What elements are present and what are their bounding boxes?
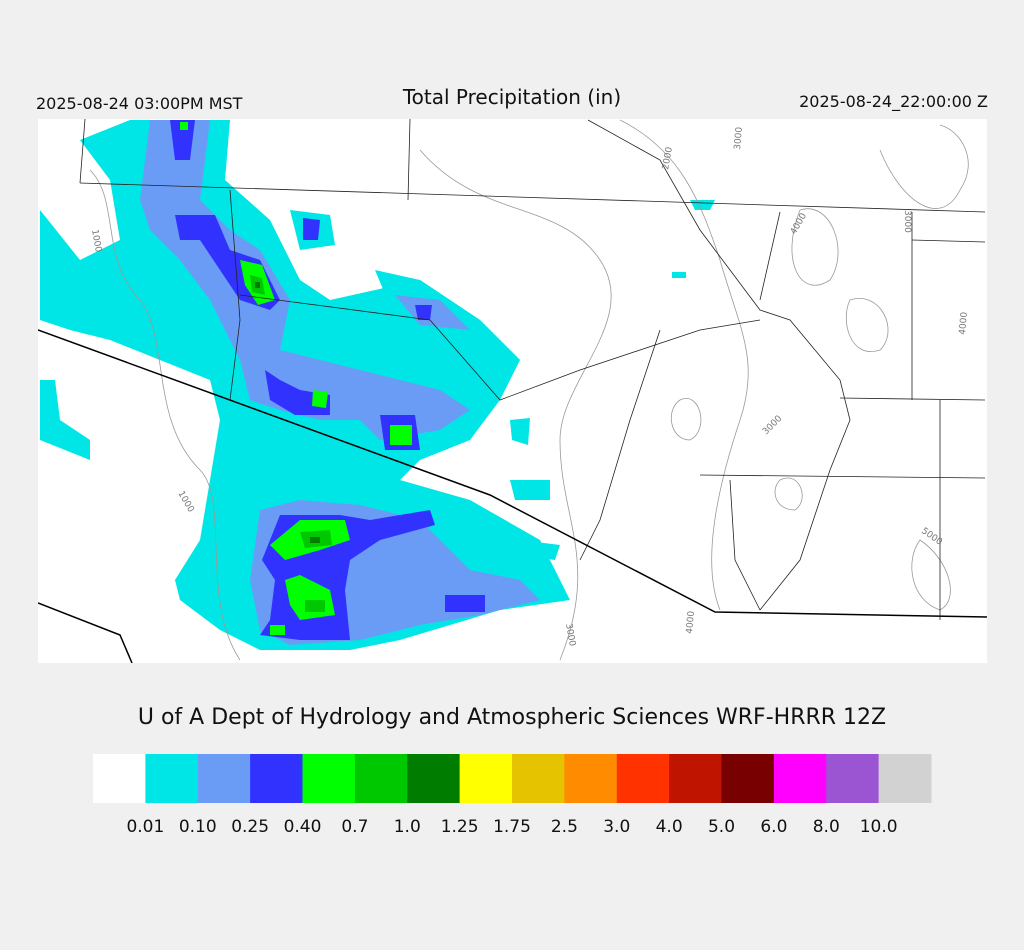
colorbar-label: 3.0 xyxy=(603,817,630,837)
colorbar-label: 1.25 xyxy=(441,817,479,837)
color-swatch xyxy=(354,754,408,803)
contour-label: 2000 xyxy=(661,146,675,171)
contour-label: 3000 xyxy=(733,126,745,150)
contour-label: 1000 xyxy=(89,229,103,254)
colorbar-label: 1.0 xyxy=(394,817,421,837)
colorbar-label: 0.40 xyxy=(284,817,322,837)
color-swatch xyxy=(669,754,722,803)
color-swatch xyxy=(616,754,670,803)
color-swatch xyxy=(826,754,880,803)
colorbar-label: 4.0 xyxy=(656,817,683,837)
valid-time-local: 2025-08-24 03:00PM MST xyxy=(36,94,243,113)
color-swatch xyxy=(93,754,146,803)
colorbar-label: 8.0 xyxy=(813,817,840,837)
contour-label: 3000 xyxy=(902,210,912,233)
colorbar-label: 0.01 xyxy=(126,817,164,837)
color-swatch xyxy=(564,754,618,803)
colorbar-label: 10.0 xyxy=(860,817,898,837)
contour-label: 4000 xyxy=(958,311,970,335)
color-swatch xyxy=(512,754,565,803)
contour-label: 4000 xyxy=(685,610,697,634)
map-title: Total Precipitation (in) xyxy=(402,85,621,109)
credit: U of A Dept of Hydrology and Atmospheric… xyxy=(138,705,886,730)
color-swatch xyxy=(197,754,251,803)
valid-time-utc: 2025-08-24_22:00:00 Z xyxy=(799,92,988,112)
colorbar-label: 1.75 xyxy=(493,817,531,837)
color-swatch xyxy=(721,754,775,803)
colorbar-label: 5.0 xyxy=(708,817,735,837)
color-swatch xyxy=(878,754,932,803)
colorbar-label: 0.7 xyxy=(341,817,368,837)
color-swatch xyxy=(145,754,199,803)
colorbar-label: 6.0 xyxy=(760,817,787,837)
colorbar-label: 0.25 xyxy=(231,817,269,837)
color-swatch xyxy=(773,754,827,803)
color-swatch xyxy=(407,754,461,803)
map: 1000 2000 3000 3000 4000 4000 3000 1000 … xyxy=(38,119,987,663)
colorbar-label: 0.10 xyxy=(179,817,217,837)
colorbar: 0.01 0.10 0.25 0.40 0.7 1.0 1.25 1.75 2.5 3.0 4.0 5… xyxy=(93,754,932,837)
contour-label: 3000 xyxy=(563,623,577,648)
color-swatch xyxy=(459,754,513,803)
color-swatch xyxy=(302,754,356,803)
colorbar-label: 2.5 xyxy=(551,817,578,837)
color-swatch xyxy=(250,754,303,803)
